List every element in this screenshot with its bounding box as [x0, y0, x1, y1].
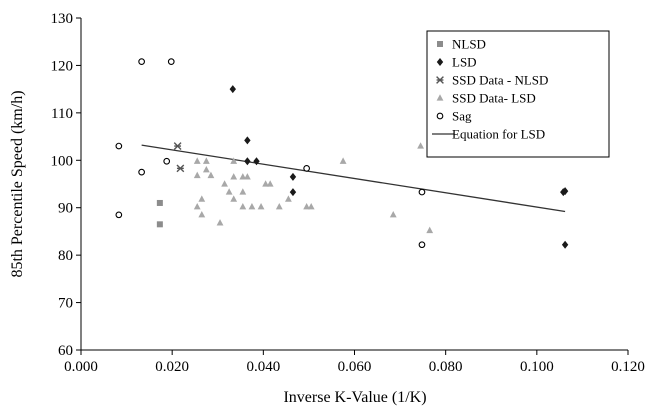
legend-item-ssd-data-lsd: SSD Data- LSD: [436, 91, 536, 106]
data-point-ssd-data-lsd: [266, 180, 274, 187]
data-point-lsd: [244, 136, 251, 145]
data-points-layer: [115, 58, 569, 249]
data-point-ssd-data-lsd: [225, 188, 233, 195]
legend-box: [426, 30, 610, 158]
data-point-ssd-data-lsd: [239, 173, 247, 180]
legend-item-ssd-data-nlsd: SSD Data - NLSD: [436, 73, 548, 88]
data-point-ssd-data-lsd: [207, 171, 215, 179]
data-point-sag: [167, 58, 175, 65]
y-tick-label: 130: [51, 11, 74, 27]
data-point-ssd-data-lsd: [389, 211, 397, 218]
data-point-sag: [418, 241, 426, 249]
legend-marker: [436, 94, 444, 101]
data-point-ssd-data-lsd: [198, 195, 206, 202]
data-point-ssd-data-lsd: [202, 157, 210, 164]
data-point-lsd: [289, 172, 297, 181]
y-tick-label: 100: [51, 153, 74, 169]
data-point-lsd: [561, 187, 569, 196]
y-tick-label: 80: [58, 248, 73, 264]
data-point-sag: [303, 164, 310, 172]
data-point-ssd-data-lsd: [216, 219, 224, 226]
y-tick-label: 90: [58, 201, 73, 217]
y-axis-label: 85th Percentile Speed (km/h): [9, 90, 26, 277]
data-point-ssd-data-lsd: [417, 142, 424, 149]
data-point-ssd-data-lsd: [239, 202, 247, 210]
data-point-ssd-data-lsd: [221, 180, 228, 187]
data-point-ssd-data-lsd: [307, 202, 315, 210]
x-tick-label: 0.100: [520, 359, 554, 375]
legend-marker: [437, 41, 443, 47]
data-point-sag: [418, 188, 426, 196]
legend: NLSD LSD SSD Data - NLSD SSD Data- LSD Sag Eq…: [426, 30, 610, 158]
x-tick-label: 0.080: [429, 359, 463, 375]
data-point-lsd: [561, 240, 569, 249]
data-point-sag: [115, 211, 123, 219]
data-point-ssd-data-lsd: [230, 157, 238, 164]
x-tick-label: 0.020: [155, 359, 189, 375]
data-point-lsd: [253, 157, 260, 166]
data-point-lsd: [289, 188, 297, 197]
legend-label: NLSD: [452, 37, 486, 52]
data-point-ssd-data-lsd: [230, 195, 238, 202]
data-point-sag: [138, 168, 145, 176]
legend-label: SSD Data- LSD: [452, 91, 536, 106]
data-point-ssd-data-lsd: [243, 173, 251, 180]
y-axis-ticks: 60 70 80 90 100 110 120 130: [51, 11, 81, 359]
data-point-sag: [163, 157, 171, 165]
data-point-ssd-data-lsd: [285, 195, 292, 202]
x-tick-label: 0.060: [338, 359, 372, 375]
data-point-ssd-data-nlsd: [176, 164, 185, 173]
data-point-ssd-data-lsd: [193, 171, 201, 179]
legend-item-nlsd: NLSD: [437, 37, 486, 52]
x-tick-label: 0.120: [611, 359, 645, 375]
legend-marker: [436, 76, 444, 84]
y-tick-label: 110: [51, 106, 73, 122]
data-point-ssd-data-lsd: [257, 202, 265, 210]
x-axis-label: Inverse K-Value (1/K): [283, 389, 426, 406]
legend-item-equation-for-lsd: Equation for LSD: [432, 127, 545, 142]
data-point-ssd-data-nlsd: [173, 142, 182, 150]
data-point-nlsd: [156, 221, 163, 228]
x-tick-label: 0.000: [64, 359, 98, 375]
legend-label: LSD: [452, 55, 477, 70]
data-point-ssd-data-lsd: [239, 188, 247, 195]
legend-marker: [436, 58, 444, 66]
legend-label: Sag: [452, 109, 472, 124]
data-point-ssd-data-lsd: [193, 157, 201, 164]
data-point-ssd-data-lsd: [230, 173, 238, 180]
data-point-ssd-data-lsd: [275, 202, 283, 210]
data-point-ssd-data-lsd: [198, 211, 206, 218]
legend-item-sag: Sag: [436, 109, 472, 124]
x-tick-label: 0.040: [246, 359, 280, 375]
data-point-sag: [138, 58, 145, 65]
trend-line-layer: [141, 144, 566, 213]
y-tick-label: 60: [58, 343, 73, 359]
data-point-lsd: [244, 157, 251, 166]
data-point-ssd-data-lsd: [193, 202, 201, 210]
legend-label: Equation for LSD: [452, 127, 545, 142]
data-point-ssd-data-lsd: [248, 202, 256, 210]
data-point-ssd-data-lsd: [202, 165, 210, 173]
data-point-ssd-data-lsd: [262, 180, 270, 187]
data-point-lsd: [229, 85, 236, 94]
trend-line: [141, 144, 566, 213]
x-axis-ticks: 0.000 0.020 0.040 0.060 0.080 0.100 0.120: [64, 350, 645, 375]
data-point-ssd-data-lsd: [339, 157, 347, 164]
y-tick-label: 120: [51, 58, 74, 74]
legend-item-lsd: LSD: [436, 55, 477, 70]
data-point-ssd-data-lsd: [426, 226, 434, 234]
legend-label: SSD Data - NLSD: [452, 73, 548, 88]
y-tick-label: 70: [58, 296, 73, 312]
data-point-ssd-data-lsd: [303, 202, 311, 210]
data-point-nlsd: [156, 199, 163, 206]
data-point-sag: [115, 142, 123, 150]
legend-marker: [436, 112, 444, 120]
